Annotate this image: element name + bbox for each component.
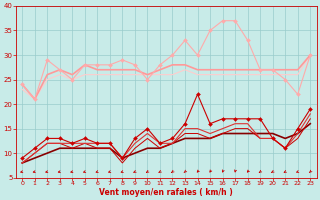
X-axis label: Vent moyen/en rafales ( km/h ): Vent moyen/en rafales ( km/h )	[100, 188, 233, 197]
